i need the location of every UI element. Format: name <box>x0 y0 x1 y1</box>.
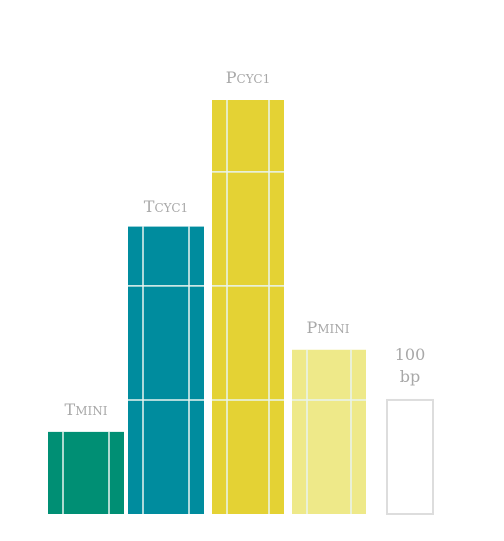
bar-tmini-fill <box>48 431 124 514</box>
bar-label-pcyc1: PCYC1 <box>226 68 270 87</box>
bar-pcyc1-fill <box>212 100 284 514</box>
bar-tcyc1-fill <box>128 226 204 515</box>
scale-label-unit: bp <box>400 367 420 386</box>
bar-label-tcyc1: TCYC1 <box>144 197 188 216</box>
labels-layer: TMINI TCYC1 PCYC1 PMINI 100 bp <box>65 68 426 419</box>
bar-pmini <box>292 349 366 514</box>
bar-pmini-fill <box>292 349 366 514</box>
bar-label-pmini: PMINI <box>306 318 349 337</box>
bar-label-tmini: TMINI <box>65 400 108 419</box>
bar-tcyc1 <box>128 226 204 515</box>
scale-label-value: 100 <box>395 345 426 364</box>
bar-tmini <box>48 431 124 514</box>
scale-bar-outline <box>386 398 434 515</box>
bar-pcyc1 <box>212 100 284 514</box>
bars-layer <box>48 100 434 515</box>
